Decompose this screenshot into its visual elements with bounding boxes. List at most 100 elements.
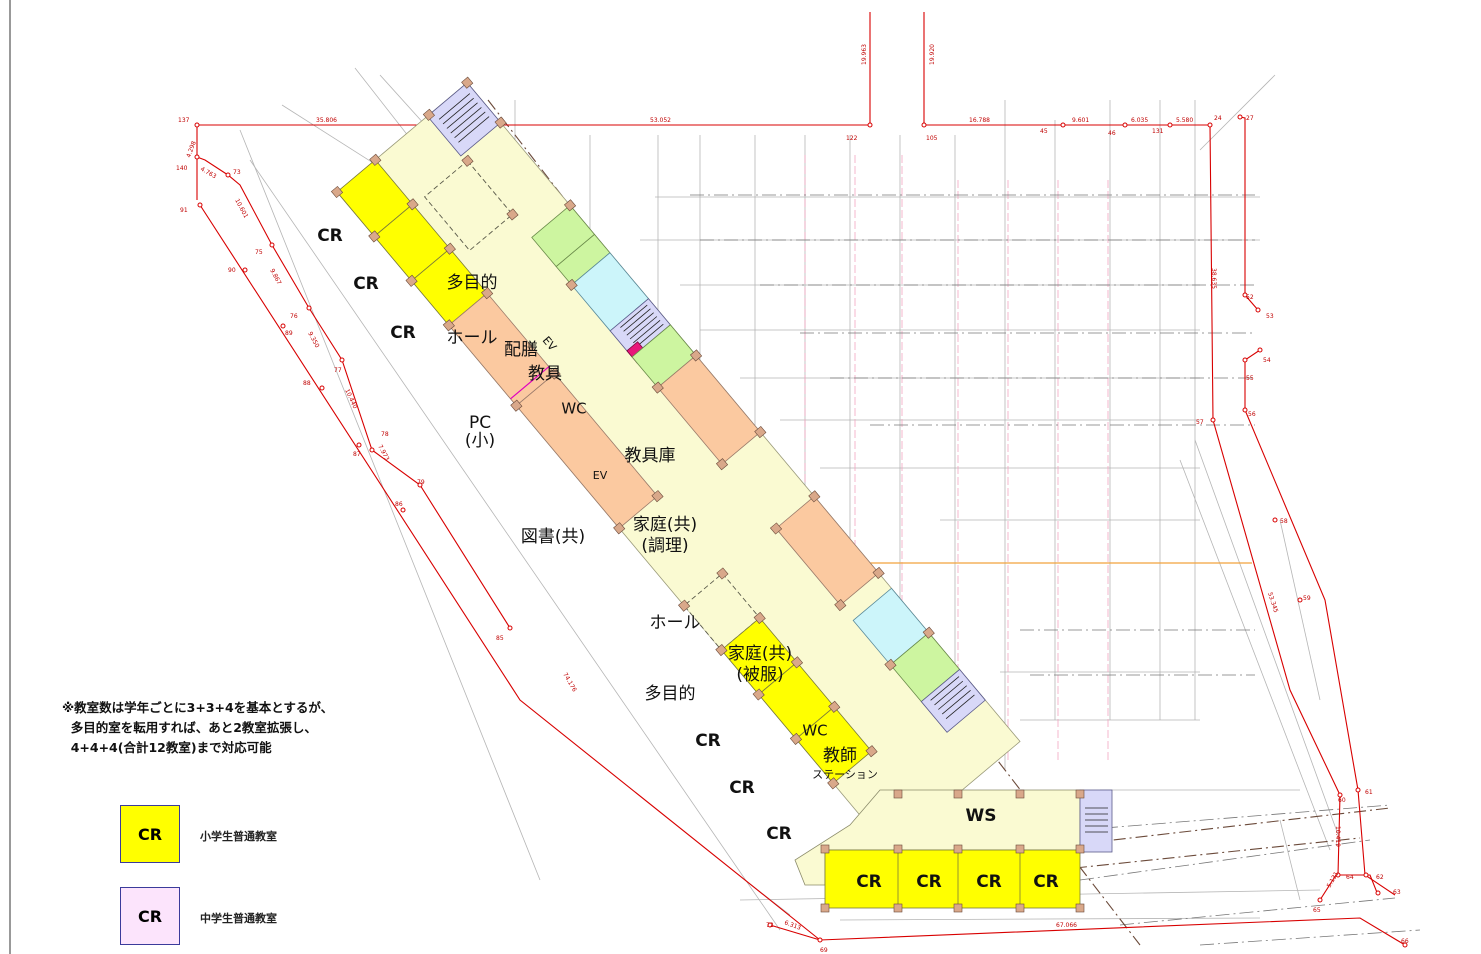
survey-points xyxy=(194,114,1408,948)
haizen-label: 配膳 xyxy=(504,340,538,360)
svg-text:91: 91 xyxy=(180,207,188,214)
classroom-4-label: CR xyxy=(695,731,721,751)
classroom-3-label: CR xyxy=(390,323,416,343)
stair-1 xyxy=(426,82,502,157)
svg-text:65: 65 xyxy=(1313,907,1321,914)
svg-text:131: 131 xyxy=(1152,128,1164,135)
svg-text:58: 58 xyxy=(1280,518,1288,525)
svg-text:64: 64 xyxy=(1346,874,1354,881)
legend-junior-label: 中学生普通教室 xyxy=(200,912,277,925)
stair-3-treads xyxy=(930,676,975,719)
ev-2-label: EV xyxy=(593,469,608,482)
svg-text:19.920: 19.920 xyxy=(929,44,936,65)
classroom-5-label: CR xyxy=(729,778,755,798)
kyoguko-label: 教具庫 xyxy=(625,446,676,466)
kyogu-label: 教具 xyxy=(528,364,562,384)
home-cook-label-2: (調理) xyxy=(641,536,688,556)
note-line-3: 4+4+4(合計12教室)まで対応可能 xyxy=(62,740,272,755)
svg-text:74.176: 74.176 xyxy=(561,672,578,694)
svg-text:19.963: 19.963 xyxy=(861,44,868,65)
classroom-2-label: CR xyxy=(353,274,379,294)
home-cooking-room xyxy=(657,354,761,465)
svg-text:72: 72 xyxy=(766,922,774,929)
svg-text:56: 56 xyxy=(1248,411,1256,418)
classroom-7-label: CR xyxy=(856,872,882,892)
svg-text:66: 66 xyxy=(1401,938,1409,945)
library-label: 図書(共) xyxy=(521,527,585,547)
svg-text:5.131: 5.131 xyxy=(1326,870,1341,889)
note-line-2: 多目的室を転用すれば、あと2教室拡張し、 xyxy=(62,720,317,735)
svg-text:9.350: 9.350 xyxy=(306,331,320,350)
note-line-1: ※教室数は学年ごとに3+3+4を基本とするが、 xyxy=(62,700,334,715)
svg-text:9.601: 9.601 xyxy=(1072,117,1089,124)
stair-4-treads xyxy=(1085,807,1108,833)
svg-text:5.580: 5.580 xyxy=(1176,117,1193,124)
svg-text:61: 61 xyxy=(1365,789,1373,796)
svg-text:122: 122 xyxy=(846,135,858,142)
svg-text:77: 77 xyxy=(334,367,342,374)
svg-text:54: 54 xyxy=(1263,357,1271,364)
svg-text:27: 27 xyxy=(1246,115,1254,122)
survey-lines xyxy=(196,12,1406,946)
home-sew-label-2: (被服) xyxy=(736,665,783,685)
svg-text:89: 89 xyxy=(285,330,293,337)
svg-text:53.052: 53.052 xyxy=(650,117,671,124)
svg-text:4.763: 4.763 xyxy=(199,166,218,181)
svg-text:76: 76 xyxy=(290,313,298,320)
svg-text:57: 57 xyxy=(1196,419,1204,426)
library-room xyxy=(515,373,659,529)
svg-text:75: 75 xyxy=(255,249,263,256)
svg-text:86: 86 xyxy=(395,501,403,508)
multipurpose-2-label: 多目的 xyxy=(645,684,696,704)
legend-elementary-label: 小学生普通教室 xyxy=(200,830,277,843)
home-cook-label-1: 家庭(共) xyxy=(633,515,697,535)
columns-diagonal xyxy=(330,76,935,790)
svg-text:73: 73 xyxy=(233,169,241,176)
pc-label-1: PC xyxy=(469,413,491,433)
building-horizontal-wing xyxy=(794,789,1113,913)
svg-text:53.345: 53.345 xyxy=(1266,591,1279,613)
capacity-note: ※教室数は学年ごとに3+3+4を基本とするが、 多目的室を転用すれば、あと2教室… xyxy=(62,698,333,758)
svg-text:10.440: 10.440 xyxy=(343,388,358,410)
home-sewing-room xyxy=(775,495,880,606)
teacher-label-1: 教師 xyxy=(823,746,857,766)
svg-text:69: 69 xyxy=(820,947,828,954)
svg-text:16.788: 16.788 xyxy=(969,117,990,124)
svg-text:85: 85 xyxy=(496,635,504,642)
teacher-label-2: ステーション xyxy=(812,768,878,781)
classrooms-row xyxy=(824,849,1081,909)
room-labels: CR CR CR 多目的 ホール 配膳 EV 教具 WC 教具庫 EV PC (… xyxy=(317,226,1059,892)
survey-point-labels: 137 139 122 105 45 46 131 24 27 140 73 9… xyxy=(176,112,1409,954)
ws-label: WS xyxy=(966,806,997,826)
svg-text:60: 60 xyxy=(1338,797,1346,804)
columns-horizontal xyxy=(820,789,1085,913)
classroom-6 xyxy=(795,706,873,784)
hall-2-label: ホール xyxy=(650,613,701,633)
home-sew-label-1: 家庭(共) xyxy=(728,644,792,664)
pc-label-2: (小) xyxy=(465,431,495,451)
legend-junior-swatch: CR xyxy=(120,887,180,945)
svg-text:10.419: 10.419 xyxy=(1334,826,1341,847)
svg-text:78: 78 xyxy=(381,431,389,438)
svg-text:90: 90 xyxy=(228,267,236,274)
svg-text:53: 53 xyxy=(1266,313,1274,320)
stair-4 xyxy=(1079,789,1113,853)
svg-text:46: 46 xyxy=(1108,130,1116,137)
svg-text:35.806: 35.806 xyxy=(316,117,337,124)
classroom-9-label: CR xyxy=(976,872,1002,892)
svg-text:105: 105 xyxy=(926,135,938,142)
svg-text:87: 87 xyxy=(353,451,361,458)
svg-text:62: 62 xyxy=(1376,874,1384,881)
svg-text:9.867: 9.867 xyxy=(268,268,282,287)
svg-text:55: 55 xyxy=(1246,375,1254,382)
classroom-1-label: CR xyxy=(317,226,343,246)
svg-text:140: 140 xyxy=(176,165,188,172)
classroom-6-label: CR xyxy=(766,824,792,844)
classroom-10-label: CR xyxy=(1033,872,1059,892)
stair-1-treads xyxy=(438,93,490,143)
classroom-8-label: CR xyxy=(916,872,942,892)
wc-2-label: WC xyxy=(802,722,827,740)
svg-text:10.601: 10.601 xyxy=(233,198,249,220)
svg-text:63: 63 xyxy=(1393,889,1401,896)
